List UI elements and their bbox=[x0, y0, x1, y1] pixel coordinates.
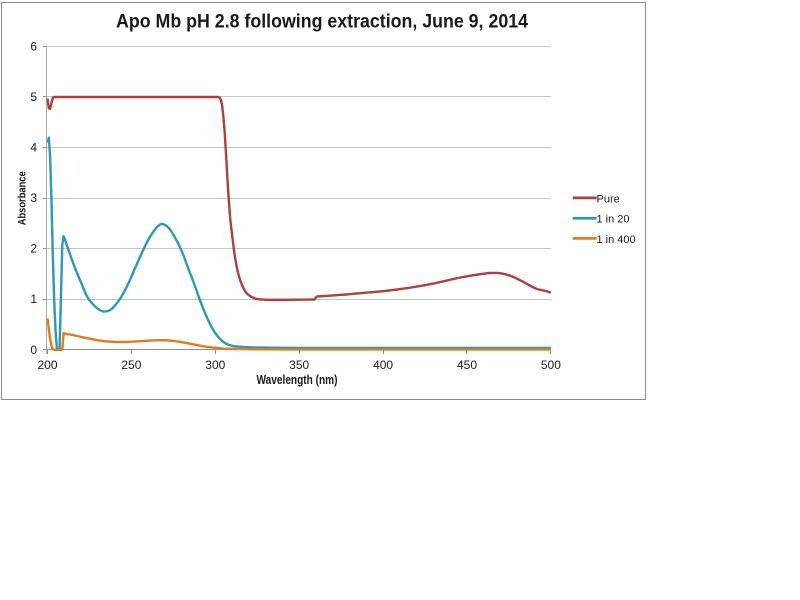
svg-text:250: 250 bbox=[121, 358, 141, 372]
svg-text:350: 350 bbox=[289, 358, 309, 372]
svg-text:Pure: Pure bbox=[597, 193, 620, 205]
svg-text:1 in 20: 1 in 20 bbox=[597, 214, 630, 226]
svg-text:4: 4 bbox=[30, 141, 37, 155]
svg-text:200: 200 bbox=[37, 358, 57, 372]
svg-text:450: 450 bbox=[457, 358, 477, 372]
svg-text:Apo Mb pH 2.8 following extrac: Apo Mb pH 2.8 following extraction, June… bbox=[116, 11, 528, 32]
svg-text:400: 400 bbox=[373, 358, 393, 372]
svg-text:300: 300 bbox=[205, 358, 225, 372]
svg-text:500: 500 bbox=[541, 358, 561, 372]
svg-text:3: 3 bbox=[30, 191, 37, 205]
svg-text:Absorbance: Absorbance bbox=[17, 171, 29, 225]
svg-text:0: 0 bbox=[30, 343, 37, 357]
svg-text:1 in 400: 1 in 400 bbox=[597, 234, 636, 246]
svg-text:6: 6 bbox=[30, 39, 37, 53]
svg-text:1: 1 bbox=[30, 292, 37, 306]
svg-text:Wavelength (nm): Wavelength (nm) bbox=[257, 373, 338, 387]
svg-text:5: 5 bbox=[30, 90, 37, 104]
svg-text:2: 2 bbox=[30, 242, 37, 256]
